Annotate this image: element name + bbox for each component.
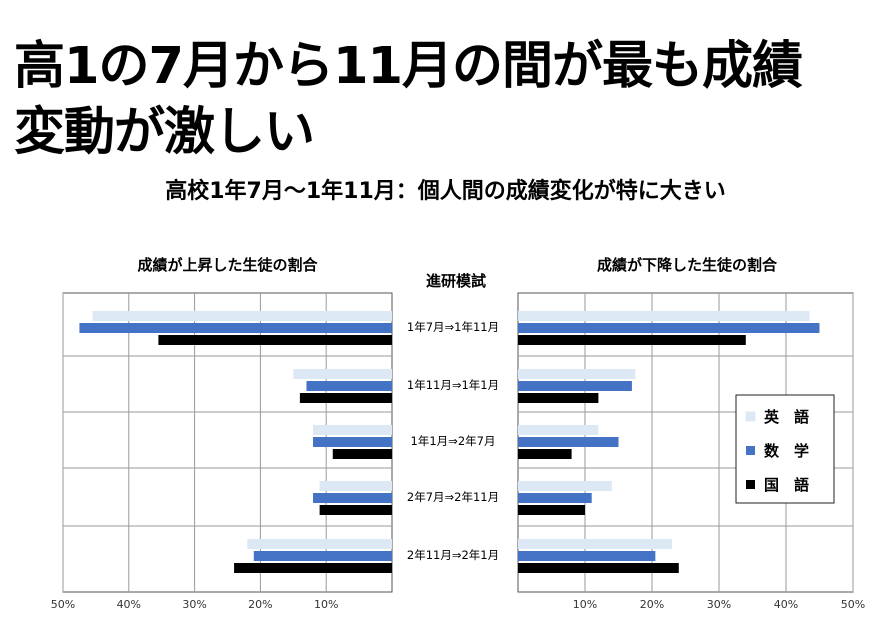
right-bar (518, 311, 810, 321)
left-bar (313, 437, 392, 447)
slide-subtitle: 高校1年7月〜1年11月：個人間の成績変化が特に大きい (165, 179, 726, 204)
legend-label: 国 語 (764, 476, 809, 494)
right-bar (518, 551, 656, 561)
category-label: 1年1月⇒2年7月 (411, 434, 496, 448)
right-bar (518, 505, 585, 515)
right-bar (518, 381, 632, 391)
left-x-tick-label: 20% (248, 598, 272, 611)
left-x-tick-label: 10% (314, 598, 338, 611)
left-bar (299, 393, 392, 403)
right-bar (518, 323, 820, 333)
legend-swatch (745, 411, 756, 422)
right-bar (518, 563, 679, 573)
right-bar (518, 481, 612, 491)
right-bar (518, 425, 599, 435)
right-bar (518, 493, 592, 503)
left-bar (158, 335, 392, 345)
right-x-tick-label: 50% (841, 598, 865, 611)
left-bar (234, 563, 392, 573)
category-label: 2年7月⇒2年11月 (407, 490, 499, 504)
left-bar (306, 381, 392, 391)
right-bar (518, 449, 572, 459)
right-x-tick-label: 20% (640, 598, 664, 611)
left-chart-title: 成績が上昇した生徒の割合 (137, 256, 318, 274)
right-x-tick-label: 10% (573, 598, 597, 611)
left-x-tick-label: 50% (51, 598, 75, 611)
left-bar (79, 323, 392, 333)
left-bar (253, 551, 392, 561)
legend-label: 英 語 (764, 408, 809, 426)
left-x-tick-label: 30% (182, 598, 206, 611)
left-x-tick-label: 40% (117, 598, 141, 611)
right-x-tick-label: 40% (774, 598, 798, 611)
legend-swatch (746, 480, 755, 489)
left-bar (332, 449, 392, 459)
left-bar (293, 369, 392, 379)
category-label: 1年7月⇒1年11月 (407, 320, 499, 334)
legend-swatch (746, 446, 755, 455)
left-bar (313, 493, 392, 503)
category-label: 2年11月⇒2年1月 (407, 548, 499, 562)
left-bar (313, 425, 392, 435)
right-bar (518, 335, 746, 345)
right-chart-title: 成績が下降した生徒の割合 (596, 256, 777, 274)
left-bar (247, 539, 392, 549)
left-bar (319, 505, 392, 515)
right-x-tick-label: 30% (707, 598, 731, 611)
right-bar (518, 539, 673, 549)
right-bar (518, 437, 619, 447)
left-bar (319, 481, 392, 491)
left-bar (92, 311, 393, 321)
right-bar (518, 393, 599, 403)
category-label: 1年11月⇒1年1月 (407, 378, 499, 392)
slide-title: 高1の7月から11月の間が最も成績 変動が激しい (14, 37, 803, 162)
exam-name-heading: 進研模試 (425, 272, 486, 290)
legend-label: 数 学 (764, 442, 809, 460)
right-bar (518, 369, 636, 379)
